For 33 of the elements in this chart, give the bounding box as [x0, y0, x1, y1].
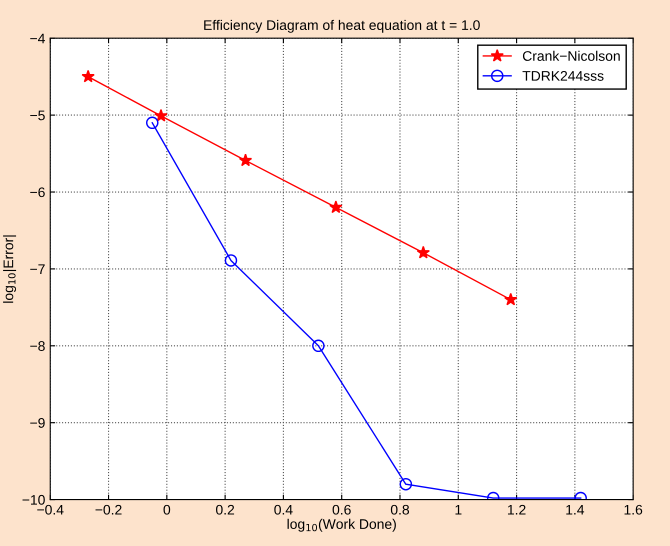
x-tick-label: −0.2	[96, 504, 122, 515]
x-tick-label: 1	[455, 504, 462, 515]
point	[329, 200, 343, 214]
y-tick-label: −8	[30, 341, 45, 351]
legend-label: Crank−Nicolson	[522, 50, 620, 61]
y-tick-label: −4	[30, 34, 45, 44]
x-tick-label: 0.8	[390, 504, 410, 515]
x-tick-label: 1.6	[624, 504, 642, 515]
point	[312, 340, 325, 352]
x-tick-label: 0.6	[332, 504, 351, 515]
y-axis-title: log$_{10}$|Error|	[3, 235, 16, 303]
y-tick-label: −6	[30, 187, 45, 198]
y-tick-label: −5	[30, 110, 45, 120]
point	[416, 246, 430, 259]
chart-title: Efficiency Diagram of heat equation at t = 1.0	[204, 20, 480, 33]
y-tick-label: −10	[22, 494, 45, 505]
x-tick-label: 0.4	[274, 504, 293, 515]
y-tick-label: −7	[30, 264, 45, 274]
point	[82, 70, 95, 82]
point	[400, 478, 412, 490]
legend-label: TDRK244sss	[522, 70, 604, 81]
x-tick-label: −0.4	[37, 504, 64, 515]
point	[224, 254, 238, 267]
x-tick-label: 1.4	[566, 504, 584, 515]
point	[146, 116, 159, 130]
point	[154, 108, 168, 122]
point	[238, 154, 252, 166]
x-axis-title: log$_{10}$(Work Done)	[288, 518, 396, 532]
y-tick-label: −9	[30, 418, 45, 428]
x-tick-label: 0	[164, 504, 170, 515]
x-tick-label: 1.2	[508, 504, 526, 515]
x-tick-label: 0.2	[216, 504, 234, 515]
point	[504, 292, 518, 306]
